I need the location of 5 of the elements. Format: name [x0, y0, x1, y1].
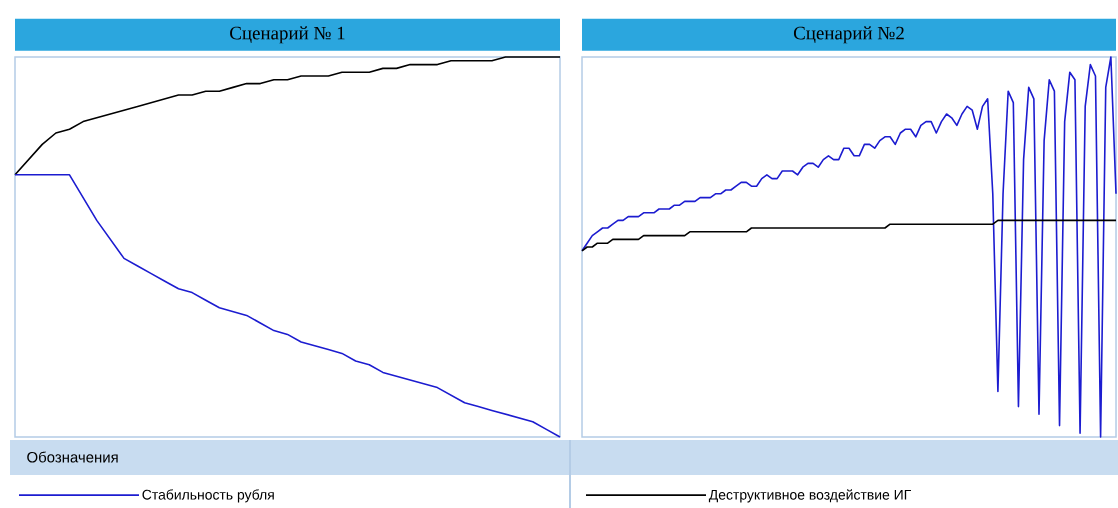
- text: Деструктивное воздействие ИГ: [708, 489, 911, 503]
- chart-title: Сценарий №2: [793, 26, 904, 44]
- chart-title: Сценарий № 1: [230, 26, 345, 44]
- legend-title: Обозначения: [27, 451, 118, 463]
- text: Стабильность рубля: [142, 489, 274, 503]
